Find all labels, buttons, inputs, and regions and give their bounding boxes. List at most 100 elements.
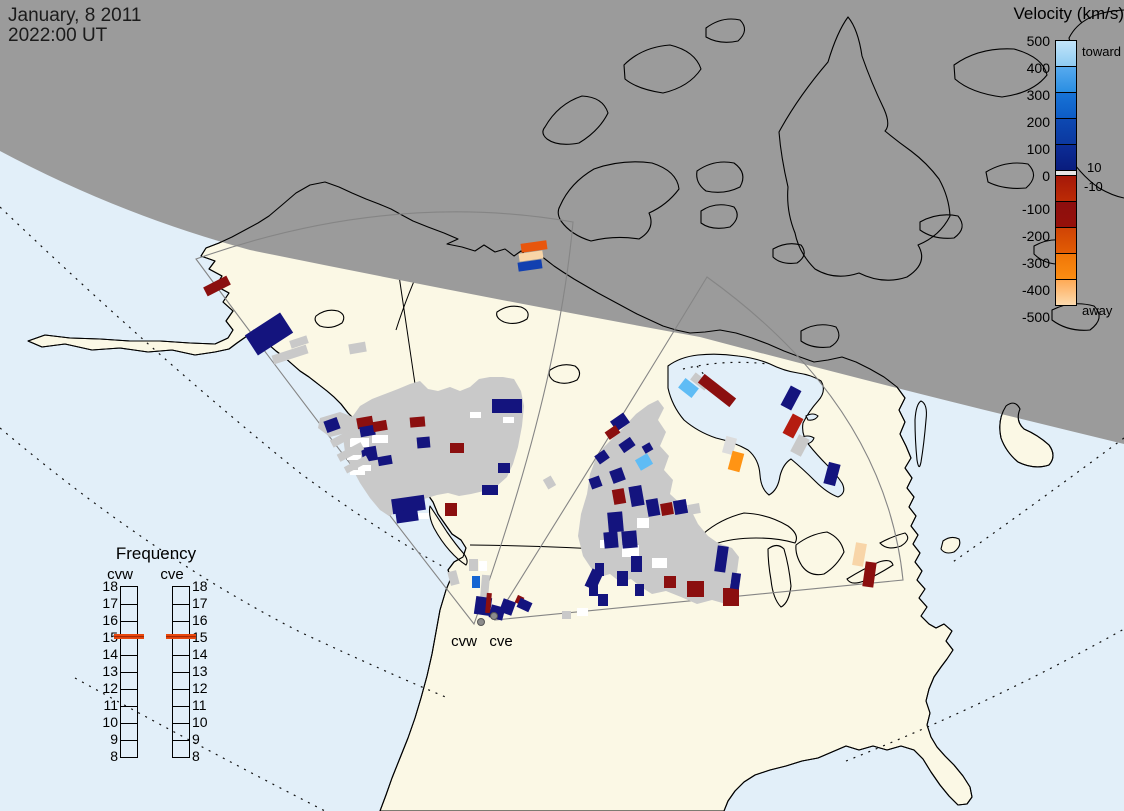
velocity-colorbar-segment <box>1055 92 1077 119</box>
northern-lake <box>314 309 345 329</box>
velocity-data-cell <box>660 502 674 516</box>
ground-scatter-region <box>578 400 739 604</box>
velocity-data-cell <box>329 426 361 448</box>
cvw-column-label: cvw <box>107 566 133 583</box>
velocity-data-cell <box>678 378 699 398</box>
velocity-data-cell <box>595 563 604 576</box>
velocity-cell-layer <box>203 240 877 621</box>
great-slave-lake <box>548 364 581 384</box>
ladder-rung <box>121 621 137 622</box>
cve-column-label: cve <box>160 566 184 583</box>
velocity-data-cell <box>498 463 510 473</box>
frequency-tick-label: 16 <box>102 612 118 628</box>
velocity-data-cell <box>780 385 802 411</box>
frequency-tick-label: 16 <box>192 612 208 628</box>
velocity-data-cell <box>594 449 610 465</box>
ladder-rung <box>173 689 189 690</box>
banks-island <box>542 95 609 145</box>
velocity-data-cell <box>714 545 729 573</box>
velocity-tick-label: -300 <box>1021 255 1050 271</box>
frequency-marker-cve <box>166 634 196 639</box>
velocity-data-cell <box>723 588 739 606</box>
velocity-colorbar-segment <box>1055 118 1077 145</box>
velocity-data-cell <box>823 461 841 487</box>
velocity-data-cell <box>729 572 742 590</box>
velocity-data-cell <box>447 570 460 586</box>
timestamp-block: January, 8 2011 2022:00 UT <box>8 6 141 46</box>
velocity-data-cell <box>641 442 654 454</box>
bay-island <box>805 413 819 421</box>
velocity-tick-label: -200 <box>1021 228 1050 244</box>
ground-scatter-region <box>343 377 524 516</box>
frequency-tick-label: 8 <box>192 748 200 764</box>
ladder-rung <box>173 604 189 605</box>
st-lawrence-estuary <box>914 400 927 468</box>
velocity-data-cell <box>359 424 376 438</box>
scatter-gap <box>358 465 371 471</box>
velocity-data-cell <box>782 413 804 439</box>
velocity-data-cell <box>628 485 645 507</box>
velocity-tick-label: -100 <box>1021 201 1050 217</box>
frequency-ladder-cvw <box>120 586 138 758</box>
geomagnetic-graticule <box>0 206 1124 811</box>
frequency-tick-label: 12 <box>102 680 118 696</box>
velocity-data-cell <box>520 240 548 253</box>
date-label: January, 8 2011 <box>8 5 142 26</box>
upper-threshold-label: 10 <box>1087 160 1102 175</box>
graticule-arc <box>949 437 1124 565</box>
ladder-rung <box>173 621 189 622</box>
velocity-data-cell <box>203 275 231 297</box>
ladder-rung <box>173 672 189 673</box>
velocity-colorbar-segment <box>1055 66 1077 93</box>
velocity-data-cell <box>416 436 431 449</box>
velocity-data-cell <box>645 498 661 517</box>
velocity-colorbar-segment <box>1055 279 1077 306</box>
velocity-data-cell <box>621 530 638 549</box>
velocity-data-cell <box>498 598 517 616</box>
ladder-rung <box>121 723 137 724</box>
night-zone-coastlines <box>27 9 1124 811</box>
ladder-rung <box>121 706 137 707</box>
frequency-tick-label: 17 <box>102 595 118 611</box>
velocity-data-cell <box>617 571 628 586</box>
velocity-tick-label: -500 <box>1021 309 1050 325</box>
frequency-tick-label: 8 <box>110 748 118 764</box>
velocity-data-cell <box>445 503 457 516</box>
frequency-tick-label: 14 <box>102 646 118 662</box>
velocity-data-cell <box>469 559 478 571</box>
frequency-legend: Frequency cvw cve 18 17 16 15 14 13 12 11 10 9 8 18… <box>88 542 238 777</box>
velocity-data-cell <box>603 531 619 549</box>
ladder-rung <box>173 655 189 656</box>
velocity-data-cell <box>562 611 571 619</box>
frequency-tick-label: 15 <box>192 629 208 645</box>
velocity-data-cell <box>244 312 294 356</box>
frequency-tick-label: 18 <box>192 578 208 594</box>
cvw-fov-outline <box>195 211 574 626</box>
velocity-tick-label: 500 <box>1026 33 1050 49</box>
velocity-data-cell <box>348 341 367 355</box>
velocity-data-cell <box>604 425 621 440</box>
toward-label: toward <box>1082 44 1122 59</box>
velocity-colorbar-segment <box>1055 227 1077 254</box>
ground-scatter-layer <box>318 377 739 604</box>
velocity-data-cell <box>482 485 498 495</box>
velocity-data-cell <box>687 503 701 515</box>
maritime-island <box>940 536 961 554</box>
velocity-legend-title: Velocity (km/s) <box>1013 4 1124 23</box>
velocity-data-cell <box>377 454 393 467</box>
velocity-data-cell <box>607 511 624 533</box>
velocity-data-cell <box>271 344 309 365</box>
arctic-island <box>953 48 1048 98</box>
velocity-data-cell <box>409 416 426 428</box>
away-label: away <box>1082 303 1113 318</box>
velocity-data-cell <box>634 453 654 471</box>
velocity-data-cell <box>518 250 544 262</box>
lower-threshold-label: -10 <box>1084 179 1103 194</box>
velocity-tick-label: -400 <box>1021 282 1050 298</box>
velocity-data-cell <box>672 498 689 516</box>
graticule-arc <box>0 206 443 567</box>
velocity-data-cell <box>632 414 650 432</box>
velocity-tick-label: 200 <box>1026 114 1050 130</box>
